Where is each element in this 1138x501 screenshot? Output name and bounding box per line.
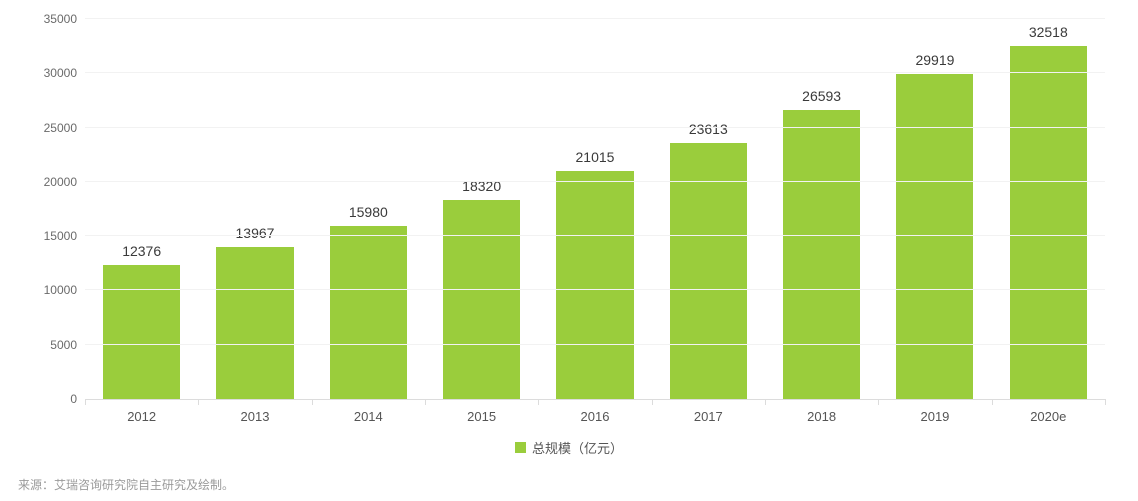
xtick-mark: [765, 399, 766, 405]
bar: 21015: [556, 171, 633, 399]
bar-value-label: 12376: [122, 243, 161, 259]
xtick-label: 2015: [467, 409, 496, 424]
xtick-label: 2020e: [1030, 409, 1066, 424]
plot-area: 1237620121396720131598020141832020152101…: [85, 20, 1105, 400]
legend-label: 总规模（亿元）: [532, 438, 623, 457]
xtick-label: 2013: [241, 409, 270, 424]
bar-slot: 265932018: [765, 20, 878, 399]
bar-slot: 139672013: [198, 20, 311, 399]
gridline: [85, 18, 1105, 19]
chart-container: 1237620121396720131598020141832020152101…: [0, 0, 1138, 501]
bar: 32518: [1010, 46, 1087, 399]
bar-value-label: 23613: [689, 121, 728, 137]
bar-value-label: 21015: [576, 149, 615, 165]
xtick-mark: [198, 399, 199, 405]
xtick-mark: [878, 399, 879, 405]
source-note: 来源：艾瑞咨询研究院自主研究及绘制。: [18, 476, 234, 493]
ytick-label: 30000: [44, 66, 77, 80]
bar-value-label: 15980: [349, 204, 388, 220]
xtick-mark: [85, 399, 86, 405]
bar: 29919: [896, 74, 973, 399]
bar: 12376: [103, 265, 180, 399]
ytick-label: 20000: [44, 175, 77, 189]
ytick-label: 25000: [44, 121, 77, 135]
bar-value-label: 32518: [1029, 24, 1068, 40]
ytick-label: 5000: [50, 338, 77, 352]
gridline: [85, 344, 1105, 345]
bar-slot: 183202015: [425, 20, 538, 399]
bar-slot: 210152016: [538, 20, 651, 399]
gridline: [85, 181, 1105, 182]
xtick-mark: [652, 399, 653, 405]
bar-value-label: 13967: [236, 225, 275, 241]
bar: 18320: [443, 200, 520, 399]
gridline: [85, 235, 1105, 236]
ytick-label: 15000: [44, 229, 77, 243]
ytick-label: 35000: [44, 12, 77, 26]
xtick-mark: [538, 399, 539, 405]
gridline: [85, 72, 1105, 73]
xtick-mark: [312, 399, 313, 405]
gridline: [85, 289, 1105, 290]
xtick-label: 2017: [694, 409, 723, 424]
xtick-label: 2016: [581, 409, 610, 424]
ytick-label: 10000: [44, 283, 77, 297]
xtick-label: 2019: [920, 409, 949, 424]
bars-group: 1237620121396720131598020141832020152101…: [85, 20, 1105, 399]
bar: 13967: [216, 247, 293, 399]
bar-slot: 299192019: [878, 20, 991, 399]
bar-slot: 325182020e: [992, 20, 1105, 399]
xtick-mark: [425, 399, 426, 405]
legend-swatch: [515, 442, 526, 453]
bar: 15980: [330, 226, 407, 399]
bar-slot: 159802014: [312, 20, 425, 399]
legend: 总规模（亿元）: [0, 438, 1138, 457]
xtick-mark: [992, 399, 993, 405]
xtick-label: 2018: [807, 409, 836, 424]
bar-value-label: 29919: [915, 52, 954, 68]
xtick-mark: [1105, 399, 1106, 405]
bar-slot: 123762012: [85, 20, 198, 399]
gridline: [85, 127, 1105, 128]
bar-value-label: 26593: [802, 88, 841, 104]
ytick-label: 0: [70, 392, 77, 406]
bar-slot: 236132017: [652, 20, 765, 399]
xtick-label: 2012: [127, 409, 156, 424]
bar: 26593: [783, 110, 860, 399]
xtick-label: 2014: [354, 409, 383, 424]
